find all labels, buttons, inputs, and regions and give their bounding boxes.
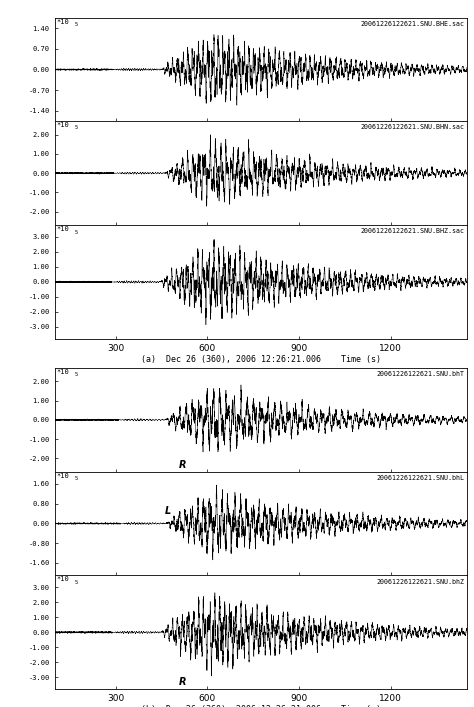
X-axis label: (b)  Dec 26 (360), 2006 12:26:21.006    Time (s): (b) Dec 26 (360), 2006 12:26:21.006 Time… — [141, 706, 381, 707]
Text: L: L — [164, 506, 171, 516]
Text: *10: *10 — [56, 369, 69, 375]
Text: *10: *10 — [56, 473, 69, 479]
Text: *10: *10 — [56, 18, 69, 25]
Text: 20061226122621.SNU.bhT: 20061226122621.SNU.bhT — [377, 371, 465, 377]
Text: 5: 5 — [74, 476, 78, 481]
Text: R: R — [179, 677, 187, 687]
Text: 5: 5 — [74, 230, 78, 235]
Text: 20061226122621.SNU.bhZ: 20061226122621.SNU.bhZ — [377, 579, 465, 585]
Text: 5: 5 — [74, 125, 78, 131]
Text: *10: *10 — [56, 576, 69, 583]
Text: *10: *10 — [56, 122, 69, 129]
Text: 5: 5 — [74, 22, 78, 27]
Text: 5: 5 — [74, 372, 78, 377]
Text: 20061226122621.SNU.bhL: 20061226122621.SNU.bhL — [377, 475, 465, 481]
X-axis label: (a)  Dec 26 (360), 2006 12:26:21.006    Time (s): (a) Dec 26 (360), 2006 12:26:21.006 Time… — [141, 355, 381, 364]
Text: *10: *10 — [56, 226, 69, 232]
Text: R: R — [179, 460, 187, 470]
Text: 20061226122621.SNU.BHE.sac: 20061226122621.SNU.BHE.sac — [361, 21, 465, 27]
Text: 20061226122621.SNU.BHN.sac: 20061226122621.SNU.BHN.sac — [361, 124, 465, 130]
Text: 20061226122621.SNU.BHZ.sac: 20061226122621.SNU.BHZ.sac — [361, 228, 465, 235]
Text: 5: 5 — [74, 580, 78, 585]
